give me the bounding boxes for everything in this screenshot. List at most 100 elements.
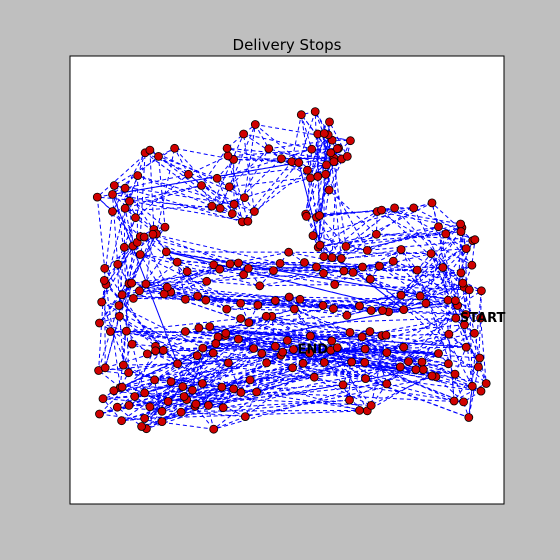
stop-point (109, 386, 119, 396)
stop-point (307, 144, 317, 154)
stop-point (269, 266, 278, 276)
stop-point (390, 203, 400, 213)
stop-point (245, 375, 255, 385)
stop-point (151, 346, 160, 356)
stop-point (249, 344, 259, 353)
stop-point (348, 267, 358, 277)
stop-point (459, 397, 469, 407)
stop-point (355, 405, 364, 415)
stop-point (97, 297, 107, 307)
stop-point (108, 207, 117, 216)
stop-point (289, 344, 298, 354)
stop-point (470, 235, 480, 245)
stop-point (382, 348, 392, 358)
stop-point (184, 169, 193, 179)
stop-point (161, 247, 171, 257)
stop-point (377, 205, 387, 215)
stop-point (172, 257, 182, 267)
stop-point (319, 357, 329, 367)
stop-point (461, 310, 471, 319)
stop-point (150, 375, 160, 385)
stop-point (326, 148, 336, 158)
stop-point (355, 301, 364, 311)
stop-point (282, 336, 292, 345)
stop-point (276, 154, 286, 164)
stop-point (197, 181, 206, 190)
stop-point (342, 310, 352, 320)
stop-point (460, 320, 469, 330)
stop-point (236, 314, 246, 323)
stop-point (124, 368, 134, 378)
stop-point (178, 382, 188, 392)
stop-point (249, 207, 259, 216)
stop-point (193, 291, 203, 301)
stop-point (257, 349, 267, 358)
stop-point (270, 341, 280, 351)
stop-point (315, 240, 325, 250)
stop-point (95, 318, 104, 328)
plot-area (69, 55, 505, 505)
annotations: START END (298, 311, 506, 357)
stop-point (224, 182, 234, 192)
stop-point (130, 392, 140, 401)
stop-point (250, 120, 260, 129)
stop-point (240, 193, 249, 203)
stop-point (180, 294, 190, 304)
stop-point (192, 351, 202, 361)
stop-point (145, 402, 155, 412)
stop-point (119, 360, 128, 370)
stop-point (309, 372, 319, 382)
stop-point (295, 294, 305, 304)
stop-point (225, 259, 235, 269)
stop-point (443, 295, 453, 305)
stop-point (366, 400, 376, 410)
stop-point (360, 344, 370, 354)
stop-point (240, 412, 250, 422)
stop-point (302, 211, 311, 221)
stop-point (278, 347, 288, 357)
stop-point (142, 349, 152, 359)
stop-point (221, 328, 231, 338)
stop-point (418, 365, 428, 375)
stop-point (358, 262, 367, 272)
stop-point (329, 157, 339, 167)
stop-point (298, 358, 308, 368)
stop-point (239, 129, 249, 139)
stop-point (253, 300, 263, 310)
stop-point (427, 371, 437, 381)
stop-point (264, 144, 274, 154)
stop-point (464, 285, 474, 295)
stop-point (166, 377, 176, 387)
stop-point (131, 213, 140, 223)
stop-point (345, 395, 354, 405)
stop-point (345, 327, 355, 337)
stop-point (236, 298, 246, 308)
stop-point (481, 379, 491, 388)
stop-point (456, 227, 466, 237)
stop-point (275, 258, 285, 268)
stop-point (458, 278, 468, 288)
stop-point (202, 276, 212, 286)
stop-point (229, 384, 239, 394)
route-line (96, 111, 488, 430)
annotation-end: END (298, 342, 329, 357)
stop-point (233, 334, 243, 344)
stop-point (451, 313, 461, 323)
stop-point (467, 381, 477, 391)
stop-point (222, 304, 232, 314)
delivery-stops (92, 107, 491, 434)
stop-point (125, 196, 134, 206)
stop-point (399, 305, 409, 315)
stop-point (342, 151, 352, 161)
stop-point (127, 278, 137, 288)
stop-point (135, 250, 145, 259)
stop-point (198, 343, 208, 353)
stop-point (318, 301, 328, 310)
stop-point (396, 290, 406, 300)
stop-point (289, 304, 299, 314)
stop-point (109, 181, 119, 190)
stop-point (162, 282, 172, 292)
stop-point (180, 327, 190, 336)
stop-point (456, 219, 466, 229)
stop-point (444, 329, 454, 339)
